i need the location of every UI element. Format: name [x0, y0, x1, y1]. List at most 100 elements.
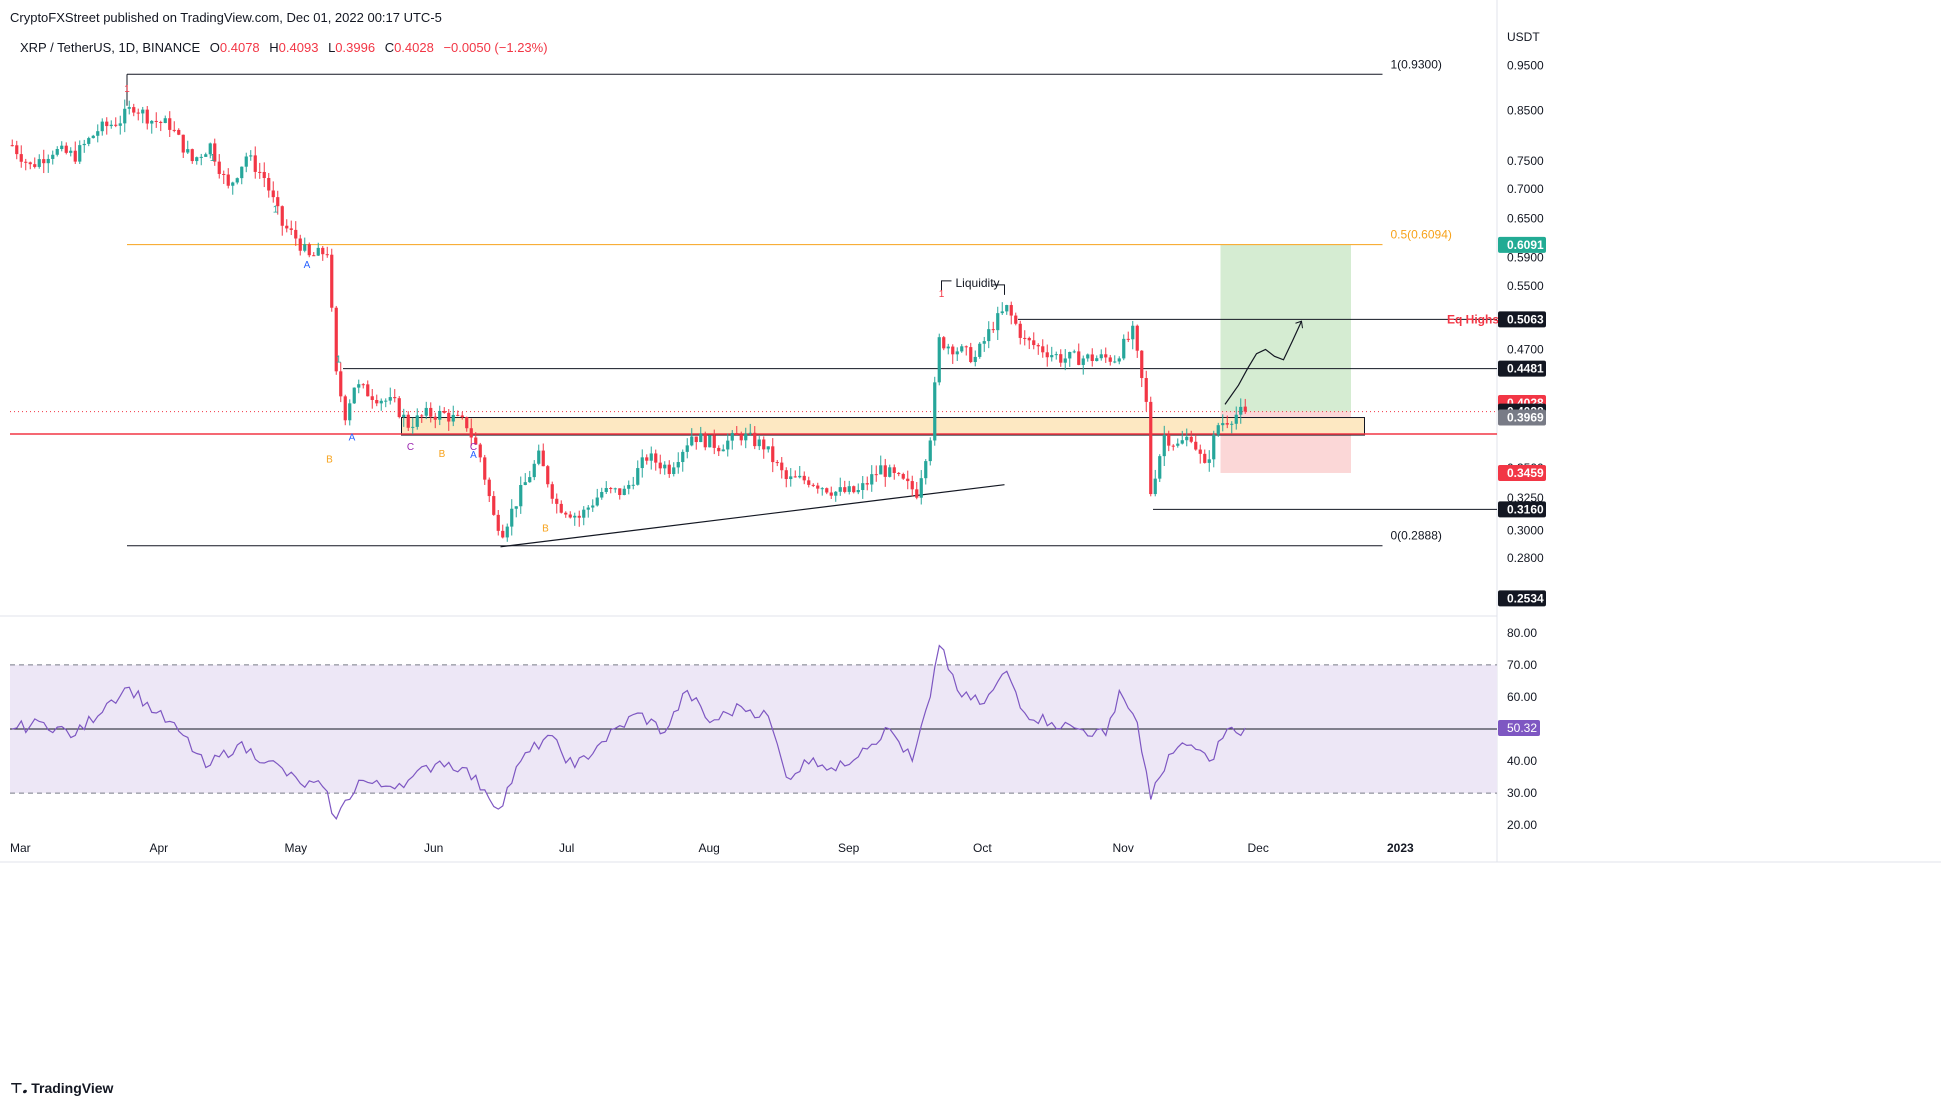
candle	[46, 154, 50, 173]
candle-body	[744, 433, 748, 441]
candle	[1027, 336, 1031, 350]
candle	[519, 476, 523, 514]
candle	[973, 350, 977, 367]
candle	[969, 342, 973, 364]
rsi-value-box	[1498, 719, 1540, 736]
candle	[172, 121, 176, 133]
candle	[204, 152, 208, 157]
candle	[744, 427, 748, 449]
candle-body	[555, 498, 559, 504]
candle	[699, 426, 703, 443]
candle	[244, 152, 248, 173]
time-tick-label: Dec	[1248, 841, 1269, 855]
candle	[1081, 355, 1085, 375]
candle	[366, 380, 370, 397]
candle	[424, 401, 428, 420]
candle-body	[564, 512, 568, 515]
candle	[1063, 349, 1067, 371]
candle	[163, 115, 167, 124]
trendline	[500, 484, 1005, 548]
candle-body	[973, 356, 977, 363]
candle	[253, 146, 257, 179]
candle-body	[1131, 325, 1135, 340]
candle	[829, 486, 833, 500]
candle-body	[793, 476, 797, 478]
candle	[1234, 406, 1238, 430]
candle-body	[613, 488, 617, 490]
candle	[915, 482, 919, 500]
candle-body	[816, 485, 820, 489]
candle	[766, 446, 770, 453]
candle-body	[964, 346, 968, 348]
candle	[622, 485, 626, 496]
time-tick-label: 2023	[1387, 841, 1414, 855]
candle	[231, 181, 235, 195]
candle-body	[541, 450, 545, 467]
candle-body	[820, 488, 824, 490]
candle-body	[73, 150, 77, 162]
candle	[784, 467, 788, 488]
candle-body	[676, 462, 680, 468]
candle	[604, 481, 608, 495]
time-tick-label: Mar	[10, 841, 31, 855]
tradingview-logo[interactable]: ⊤𝅘 TradingView	[10, 1080, 113, 1097]
ohlc-low: L0.3996	[328, 40, 376, 55]
candle	[411, 417, 415, 435]
candle	[735, 426, 739, 436]
candle-body	[352, 387, 356, 404]
liquidity-bracket	[992, 284, 1005, 295]
candle-body	[1207, 459, 1211, 463]
price-tick-label: 0.9500	[1507, 59, 1544, 73]
candle-body	[78, 145, 82, 162]
candle-body	[222, 173, 226, 175]
candle-body	[1212, 434, 1216, 460]
price-label-box	[1498, 360, 1546, 377]
candle	[294, 221, 298, 246]
candle-body	[1095, 358, 1099, 362]
candle-body	[420, 415, 424, 417]
candle	[1009, 301, 1013, 325]
candle	[649, 446, 653, 470]
candle-body	[1068, 351, 1072, 359]
candle-body	[154, 120, 158, 122]
candle	[991, 321, 995, 333]
candle-body	[303, 244, 307, 251]
candle	[240, 166, 244, 185]
candle-body	[888, 467, 892, 477]
candle	[28, 161, 32, 170]
price-tick-label: 0.3000	[1507, 523, 1544, 537]
liquidity-bracket	[941, 280, 952, 291]
candle	[1068, 351, 1072, 367]
candle-body	[127, 107, 131, 109]
price-label-box	[1498, 236, 1546, 253]
candle-body	[1171, 445, 1175, 447]
price-label-box	[1498, 311, 1546, 328]
candle-body	[55, 148, 59, 155]
candle-body	[208, 143, 212, 155]
candle-body	[474, 437, 478, 445]
candle-body	[1099, 354, 1103, 359]
candle	[357, 379, 361, 394]
candle	[865, 476, 869, 491]
candle	[658, 454, 662, 475]
candle	[1216, 422, 1220, 437]
candle-body	[933, 382, 937, 441]
candle	[87, 136, 91, 147]
time-tick-label: Aug	[699, 841, 720, 855]
candle	[919, 470, 923, 505]
candle-body	[240, 166, 244, 179]
candle-body	[1144, 378, 1148, 402]
candle	[397, 396, 401, 419]
candle	[1005, 304, 1009, 315]
candle-body	[573, 515, 577, 518]
candle-body	[276, 197, 280, 207]
candle-body	[906, 478, 910, 482]
candle-body	[451, 414, 455, 422]
candle	[150, 120, 154, 134]
candle-body	[105, 121, 109, 127]
candle-body	[829, 492, 833, 496]
candle-body	[375, 400, 379, 404]
candle-body	[937, 337, 941, 383]
candle-body	[762, 439, 766, 450]
